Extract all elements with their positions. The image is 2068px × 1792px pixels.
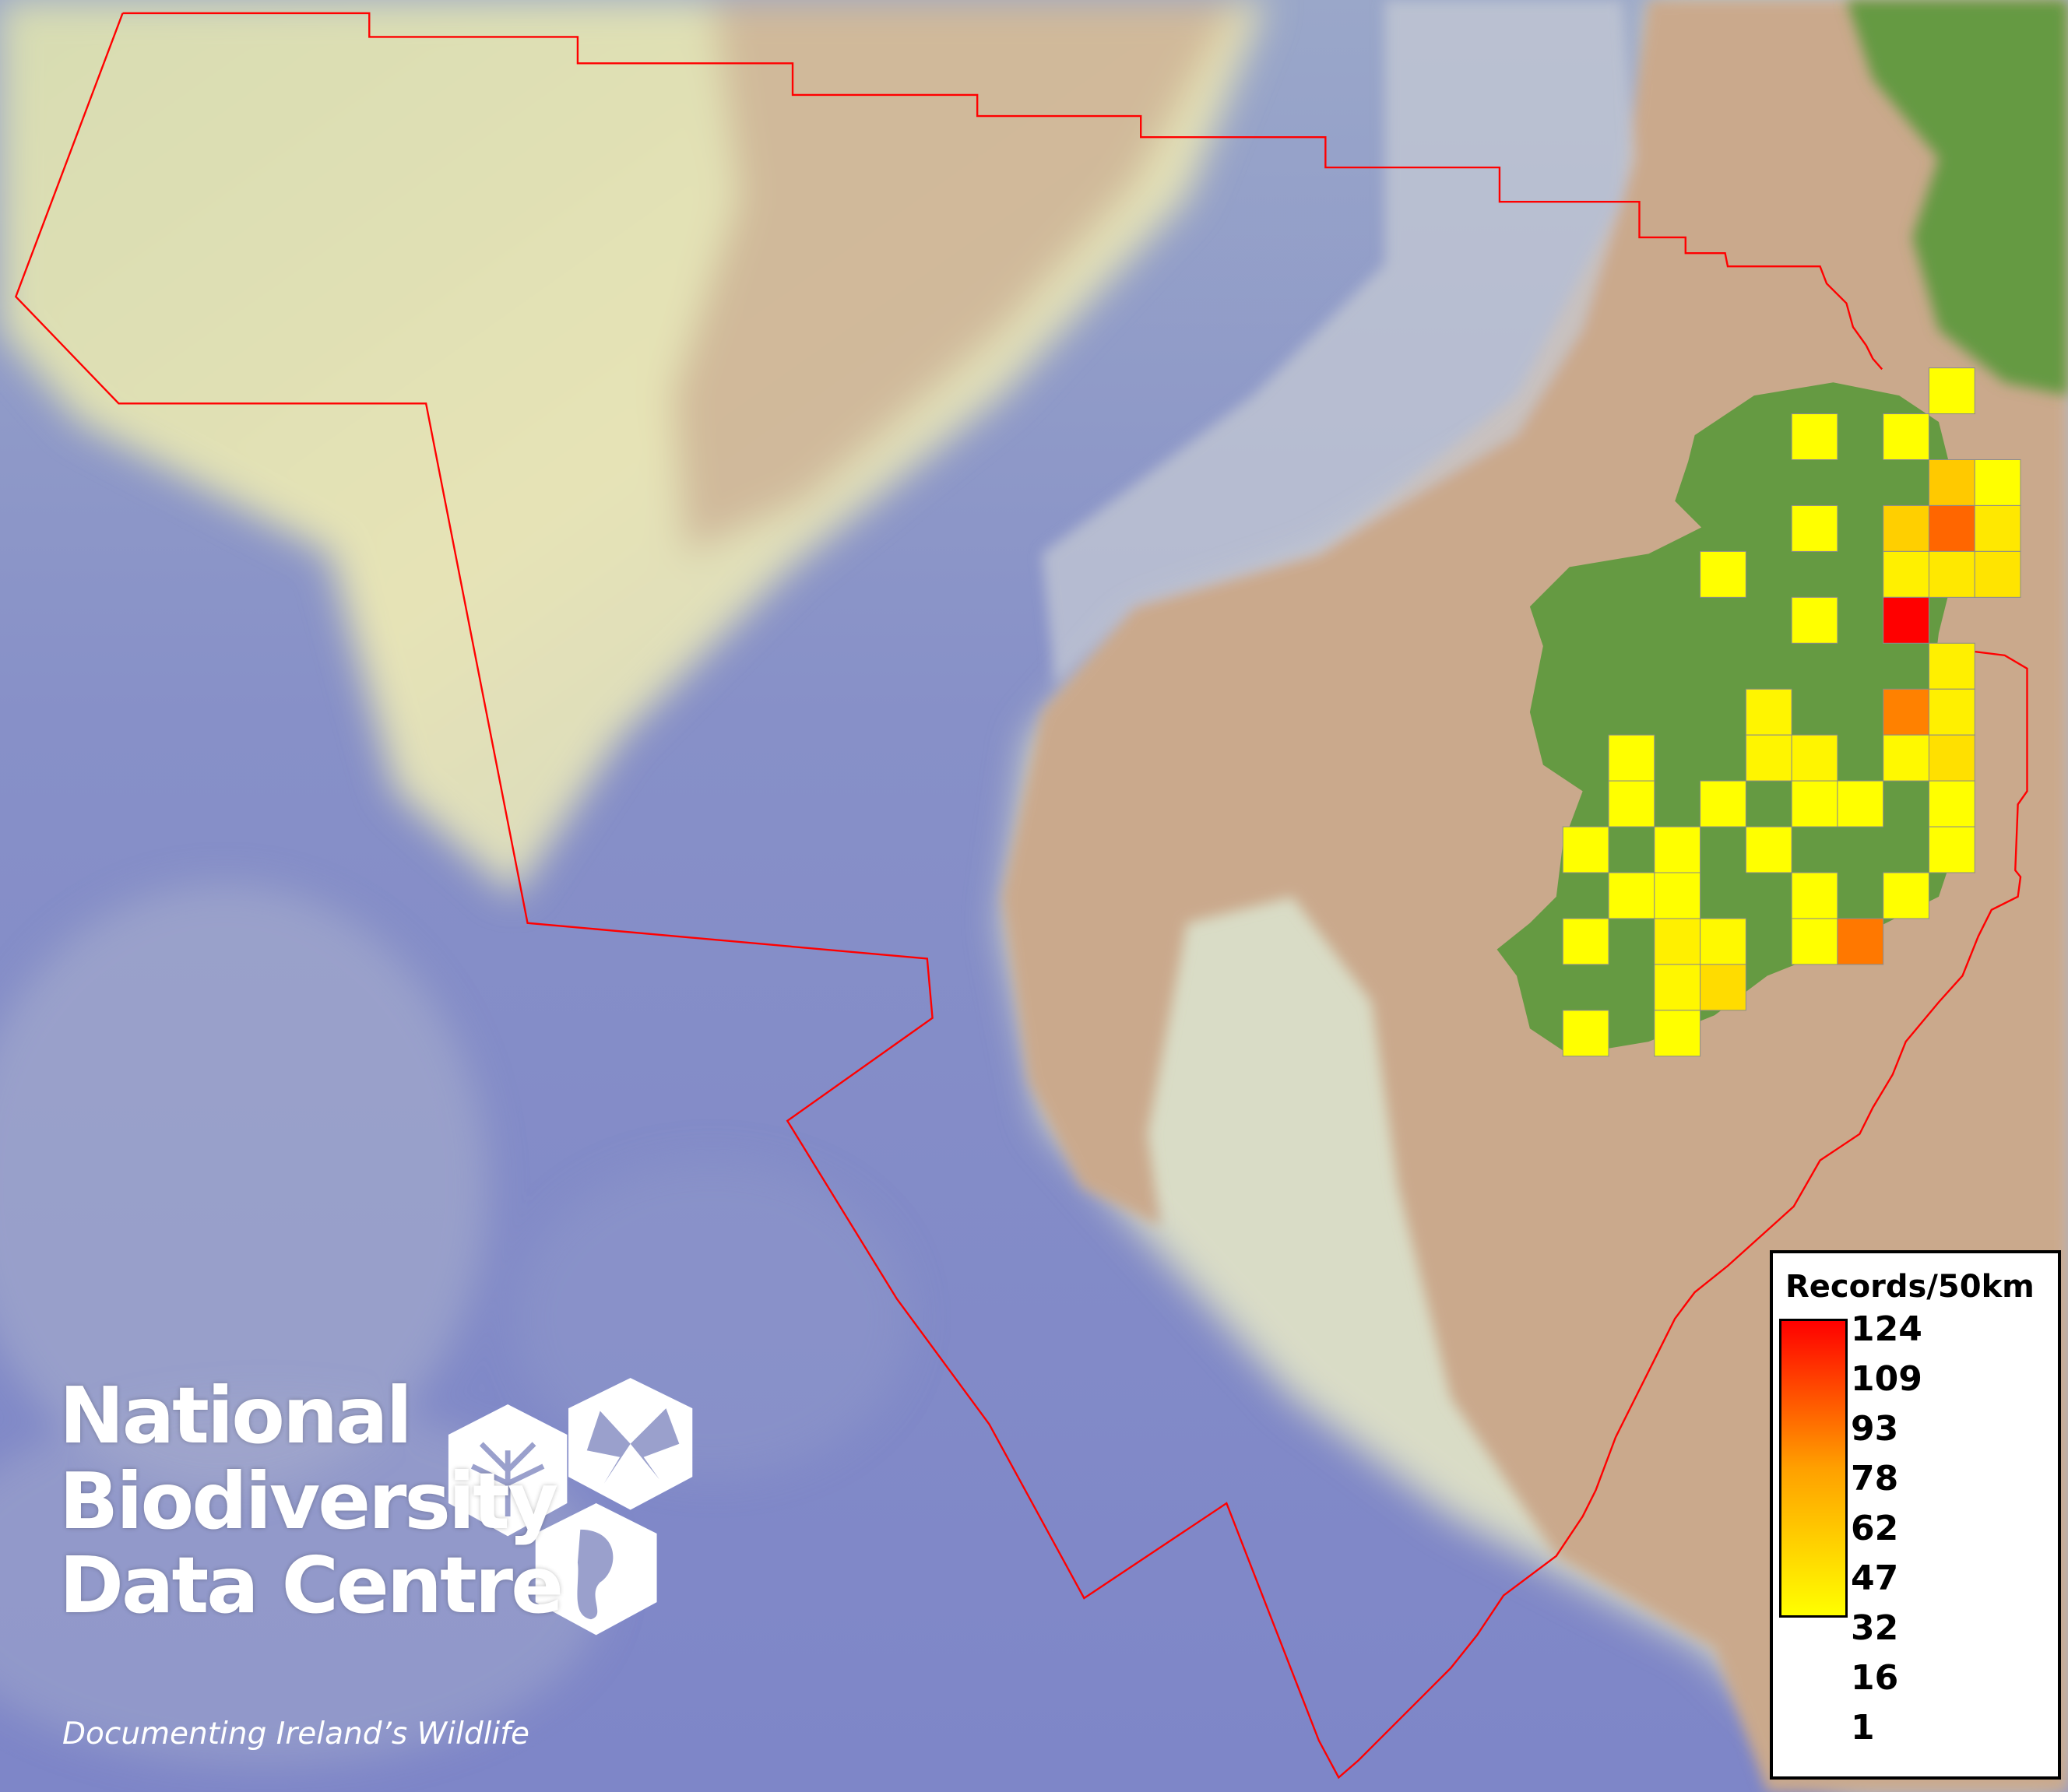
logo-line-2: Biodiversity xyxy=(59,1456,558,1547)
grid-cell[interactable] xyxy=(1883,504,1929,552)
legend-tick: 47 xyxy=(1851,1558,1899,1598)
legend-tick: 109 xyxy=(1851,1359,1922,1399)
legend-tick: 32 xyxy=(1851,1608,1899,1648)
grid-cell[interactable] xyxy=(1608,734,1655,782)
scotland-land xyxy=(1846,0,2068,396)
grid-cell[interactable] xyxy=(1883,550,1929,598)
grid-cell[interactable] xyxy=(1974,550,2021,598)
legend: Records/50km 124 109 93 78 62 47 32 16 1 xyxy=(1770,1250,2061,1780)
grid-cell[interactable] xyxy=(1883,688,1929,736)
grid-cell[interactable] xyxy=(1928,826,1975,873)
grid-cell[interactable] xyxy=(1562,826,1609,873)
grid-cell[interactable] xyxy=(1562,918,1609,965)
tree-icon xyxy=(448,1404,568,1537)
grid-cell[interactable] xyxy=(1883,872,1929,919)
grid-cell[interactable] xyxy=(1837,780,1884,827)
color-scale-bar xyxy=(1779,1319,1848,1618)
logo-hexagons xyxy=(448,1378,693,1636)
legend-tick: 62 xyxy=(1851,1509,1899,1548)
grid-cell[interactable] xyxy=(1928,734,1975,782)
grid-cell[interactable] xyxy=(1928,642,1975,690)
grid-cell[interactable] xyxy=(1791,504,1838,552)
legend-tick: 1 xyxy=(1851,1708,1875,1748)
grid-cell[interactable] xyxy=(1928,504,1975,552)
grid-cell[interactable] xyxy=(1883,596,1929,644)
grid-cell[interactable] xyxy=(1974,504,2021,552)
grid-cell[interactable] xyxy=(1928,780,1975,827)
logo-line-3: Data Centre xyxy=(59,1540,564,1631)
grid-cell[interactable] xyxy=(1791,780,1838,827)
grid-cell[interactable] xyxy=(1654,964,1701,1011)
grid-cell[interactable] xyxy=(1745,734,1792,782)
grid-cell[interactable] xyxy=(1791,734,1838,782)
grid-cell[interactable] xyxy=(1608,780,1655,827)
legend-tick: 16 xyxy=(1851,1658,1899,1698)
grid-cell[interactable] xyxy=(1837,918,1884,965)
butterfly-icon xyxy=(568,1378,693,1510)
grid-cell[interactable] xyxy=(1883,734,1929,782)
legend-tick: 93 xyxy=(1851,1409,1899,1449)
legend-tick: 78 xyxy=(1851,1459,1899,1499)
grid-cell[interactable] xyxy=(1928,367,1975,415)
legend-tick: 124 xyxy=(1851,1309,1922,1349)
seahorse-icon xyxy=(535,1503,657,1636)
grid-cell[interactable] xyxy=(1791,918,1838,965)
grid-cell[interactable] xyxy=(1700,780,1746,827)
maritime-boundary xyxy=(122,12,1883,371)
grid-cell[interactable] xyxy=(1928,459,1975,506)
grid-cell[interactable] xyxy=(1654,918,1701,965)
grid-cell[interactable] xyxy=(1654,872,1701,919)
grid-cell[interactable] xyxy=(1791,872,1838,919)
logo-line-1: National xyxy=(59,1370,413,1461)
grid-cell[interactable] xyxy=(1791,596,1838,644)
grid-cell[interactable] xyxy=(1700,918,1746,965)
grid-cell[interactable] xyxy=(1928,688,1975,736)
grid-cell[interactable] xyxy=(1654,826,1701,873)
grid-cell[interactable] xyxy=(1700,964,1746,1011)
grid-cell[interactable] xyxy=(1562,1010,1609,1057)
records-grid xyxy=(1562,367,2021,1057)
grid-cell[interactable] xyxy=(1745,688,1792,736)
grid-cell[interactable] xyxy=(1654,1010,1701,1057)
legend-title: Records/50km xyxy=(1785,1269,2035,1305)
grid-cell[interactable] xyxy=(1608,872,1655,919)
grid-cell[interactable] xyxy=(1883,413,1929,460)
grid-cell[interactable] xyxy=(1791,413,1838,460)
grid-cell[interactable] xyxy=(1928,550,1975,598)
grid-cell[interactable] xyxy=(1700,550,1746,598)
maritime-boundary-south xyxy=(14,12,2028,1780)
grid-cell[interactable] xyxy=(1745,826,1792,873)
logo-tagline: Documenting Ireland’s Wildlife xyxy=(62,1716,529,1752)
grid-cell[interactable] xyxy=(1974,459,2021,506)
